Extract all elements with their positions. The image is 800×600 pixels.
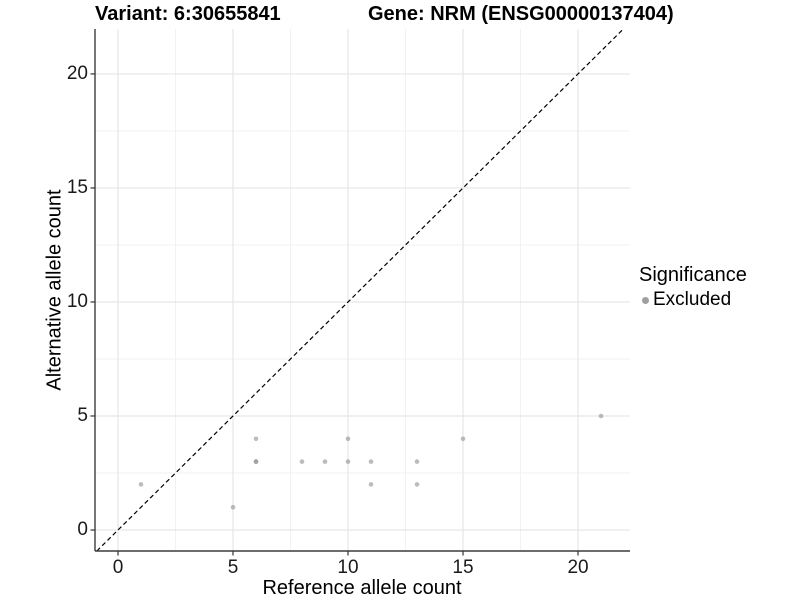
data-point <box>345 459 351 464</box>
legend-point-icon <box>642 296 649 304</box>
legend-item-label: Excluded <box>653 289 732 310</box>
data-point <box>230 504 236 510</box>
legend-title: Significance <box>639 264 747 286</box>
y-tick-label: 0 <box>77 519 88 541</box>
data-point <box>299 459 305 464</box>
x-axis-title: Reference allele count <box>262 577 462 599</box>
x-tick-label: 15 <box>452 557 474 578</box>
legend: Significance Excluded <box>637 264 747 311</box>
data-point <box>368 482 374 487</box>
x-tick-label: 5 <box>227 557 239 578</box>
data-point <box>253 459 259 464</box>
plot-title-variant: Variant: 6:30655841 <box>95 3 281 25</box>
data-point <box>138 482 144 487</box>
data-point <box>368 459 374 464</box>
x-tick-label: 20 <box>567 557 589 578</box>
plot-title-gene: Gene: NRM (ENSG00000137404) <box>368 3 674 25</box>
identity-dashed-line <box>96 28 624 552</box>
data-point <box>322 459 328 464</box>
x-tick-label: 0 <box>112 557 124 578</box>
y-tick-label: 20 <box>66 62 88 84</box>
legend-item-excluded: Excluded <box>637 289 747 311</box>
data-point <box>414 459 420 464</box>
x-tick-label: 10 <box>337 557 359 578</box>
data-point <box>253 436 259 442</box>
y-tick-label: 5 <box>77 404 88 426</box>
y-tick-label: 10 <box>66 290 88 312</box>
y-tick-label: 15 <box>66 176 88 198</box>
data-point <box>345 436 351 442</box>
data-point <box>598 413 604 419</box>
data-point <box>414 482 420 487</box>
data-point <box>460 436 466 442</box>
